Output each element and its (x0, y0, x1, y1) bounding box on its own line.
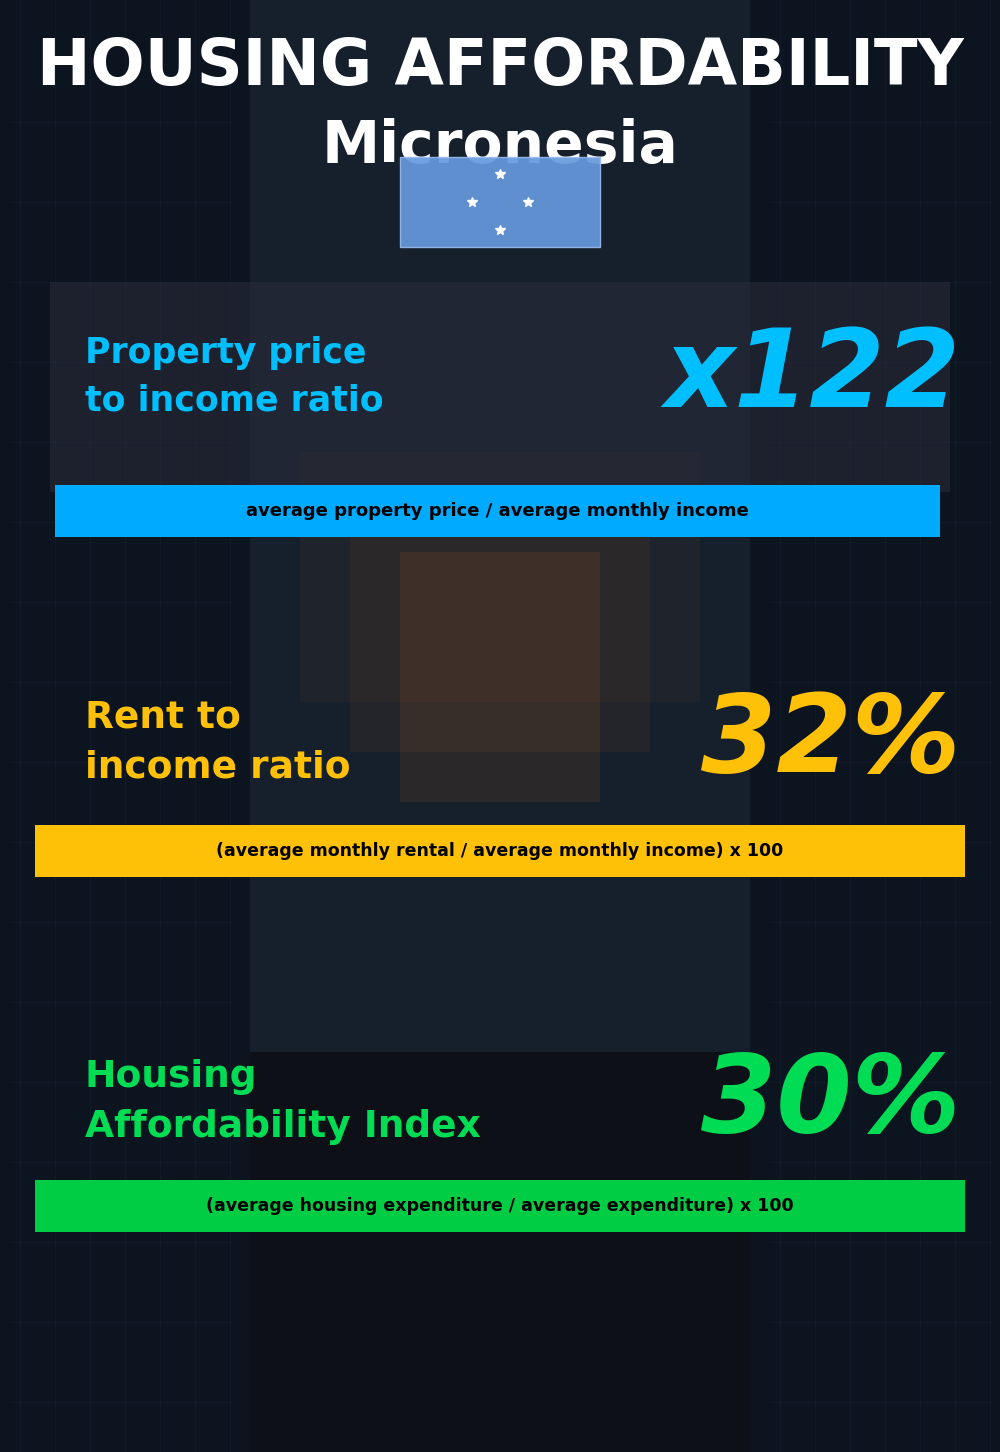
FancyBboxPatch shape (50, 282, 950, 492)
Text: Rent to
income ratio: Rent to income ratio (85, 698, 351, 786)
Text: 30%: 30% (701, 1048, 960, 1154)
Text: Housing
Affordability Index: Housing Affordability Index (85, 1059, 481, 1146)
FancyBboxPatch shape (400, 552, 600, 802)
FancyBboxPatch shape (0, 0, 250, 1452)
FancyBboxPatch shape (250, 0, 750, 1053)
Text: 32%: 32% (701, 690, 960, 796)
FancyBboxPatch shape (55, 485, 940, 537)
Text: Property price
to income ratio: Property price to income ratio (85, 337, 384, 418)
FancyBboxPatch shape (350, 502, 650, 752)
Text: x122: x122 (664, 324, 960, 430)
Text: (average housing expenditure / average expenditure) x 100: (average housing expenditure / average e… (206, 1196, 794, 1215)
Text: Micronesia: Micronesia (322, 119, 678, 176)
FancyBboxPatch shape (35, 1180, 965, 1231)
Text: (average monthly rental / average monthly income) x 100: (average monthly rental / average monthl… (216, 842, 784, 860)
FancyBboxPatch shape (300, 452, 700, 701)
FancyBboxPatch shape (400, 157, 600, 247)
FancyBboxPatch shape (750, 0, 1000, 1452)
Text: HOUSING AFFORDABILITY: HOUSING AFFORDABILITY (37, 36, 963, 97)
FancyBboxPatch shape (35, 825, 965, 877)
Text: average property price / average monthly income: average property price / average monthly… (246, 502, 748, 520)
